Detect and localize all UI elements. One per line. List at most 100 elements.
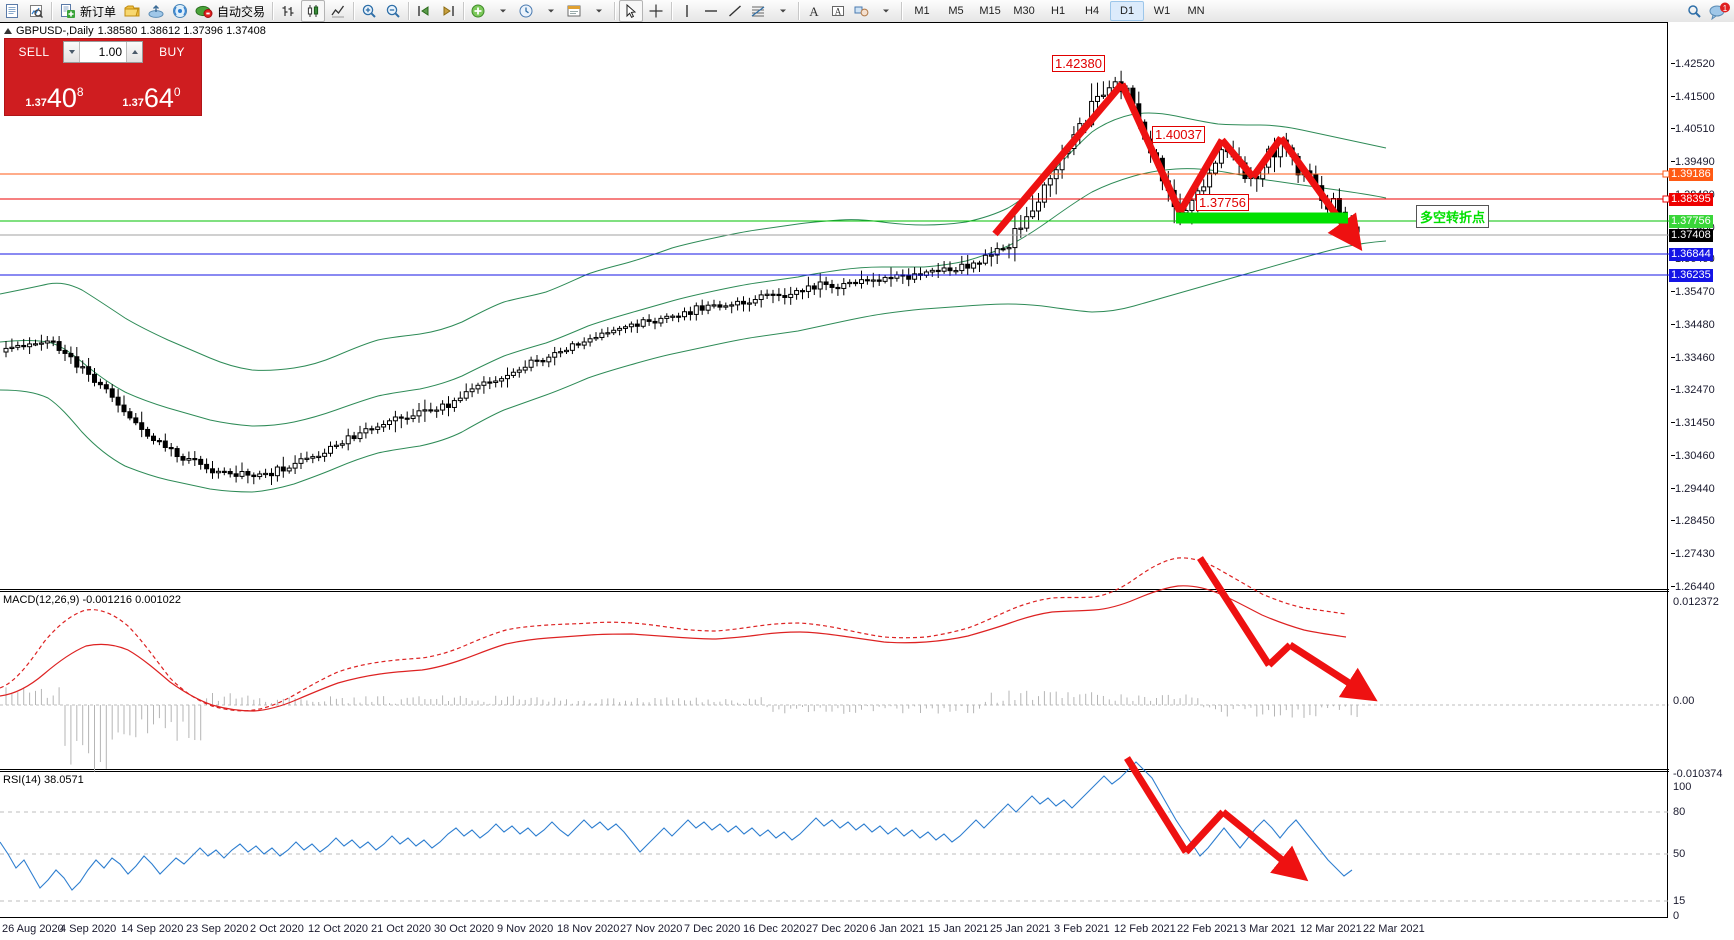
periods-icon[interactable]: [516, 1, 538, 21]
toolbar-separator: [614, 2, 616, 20]
time-tick: 12 Mar 2021: [1300, 923, 1362, 935]
search-icon[interactable]: [1683, 1, 1705, 21]
toolbar-separator: [463, 2, 465, 20]
chevron-down-icon[interactable]: [875, 1, 897, 21]
time-tick: 22 Feb 2021: [1177, 923, 1239, 935]
publish-icon[interactable]: [145, 1, 167, 21]
time-tick: 22 Mar 2021: [1363, 923, 1425, 935]
time-tick: 25 Jan 2021: [990, 923, 1051, 935]
sell-button[interactable]: SELL: [18, 45, 50, 59]
one-click-trading-panel[interactable]: SELL 1.00 BUY 1.37 40 8 1.37 64 0: [4, 38, 202, 116]
timeframe-m1[interactable]: M1: [914, 5, 930, 17]
price-level-blue-2[interactable]: 1.36235: [1669, 269, 1713, 282]
timeframe-d1[interactable]: D1: [1110, 1, 1145, 21]
annotation-turning-point[interactable]: 多空转折点: [1416, 205, 1490, 228]
sell-price[interactable]: 1.37 40 8: [7, 65, 102, 113]
time-axis[interactable]: 26 Aug 2020 4 Sep 2020 14 Sep 2020 23 Sep 2…: [0, 920, 1669, 940]
timeframe-m15[interactable]: M15: [979, 5, 1001, 17]
buy-button[interactable]: BUY: [159, 45, 185, 59]
timeframe-w1[interactable]: W1: [1153, 5, 1171, 17]
indicators-icon[interactable]: [468, 1, 490, 21]
annotation-peak-mid[interactable]: 1.40037: [1152, 126, 1205, 143]
new-order-label[interactable]: 新订单: [80, 4, 117, 19]
annotation-support[interactable]: 1.37756: [1196, 194, 1249, 211]
volume-stepper[interactable]: 1.00: [63, 41, 143, 63]
svg-text:A: A: [809, 4, 819, 19]
time-tick: 30 Oct 2020: [434, 923, 494, 935]
timeframe-h4[interactable]: H4: [1085, 5, 1100, 17]
time-tick: 27 Nov 2020: [620, 923, 683, 935]
price-level-green[interactable]: 1.37756: [1669, 215, 1713, 228]
bar-chart-icon[interactable]: [277, 1, 299, 21]
line-chart-icon[interactable]: [327, 1, 349, 21]
data-folder-icon[interactable]: [121, 1, 143, 21]
document-icon[interactable]: [1, 1, 23, 21]
sell-price-prefix: 1.37: [25, 97, 47, 109]
search-chart-icon[interactable]: [25, 1, 47, 21]
volume-increase-button[interactable]: [126, 42, 142, 62]
price-tick: 1.26440: [1671, 581, 1715, 593]
price-tick: 1.40510: [1671, 123, 1715, 135]
price-level-orange[interactable]: 1.39186: [1669, 168, 1713, 181]
price-tick: 1.39490: [1671, 156, 1715, 168]
signals-icon[interactable]: [169, 1, 191, 21]
sell-price-sup: 8: [76, 85, 84, 99]
collapse-triangle-icon[interactable]: [4, 28, 12, 34]
new-order-icon[interactable]: [56, 1, 78, 21]
chevron-down-icon[interactable]: [772, 1, 794, 21]
trendline-icon[interactable]: [724, 1, 746, 21]
shift-end-icon[interactable]: [437, 1, 459, 21]
buy-price-big: 64: [143, 83, 174, 113]
rsi-tick: 80: [1673, 806, 1686, 818]
time-tick: 6 Jan 2021: [870, 923, 925, 935]
shapes-icon[interactable]: [851, 1, 873, 21]
templates-icon[interactable]: [564, 1, 586, 21]
price-tick: 1.30460: [1671, 450, 1715, 462]
price-bid-black[interactable]: 1.37408: [1669, 229, 1713, 242]
price-tick: 1.35470: [1671, 286, 1715, 298]
timeframe-m5[interactable]: M5: [948, 5, 964, 17]
volume-value[interactable]: 1.00: [98, 45, 122, 59]
price-tick: 1.41500: [1671, 91, 1715, 103]
chart-window[interactable]: GBPUSD-,Daily 1.38580 1.38612 1.37396 1.…: [0, 22, 1734, 940]
price-tick: 1.27430: [1671, 548, 1715, 560]
timeframe-m30[interactable]: M30: [1013, 5, 1035, 17]
price-tick: 1.31450: [1671, 417, 1715, 429]
cursor-icon[interactable]: [619, 0, 644, 22]
timeframe-h1[interactable]: H1: [1051, 5, 1066, 17]
annotation-peak-high[interactable]: 1.42380: [1052, 55, 1105, 72]
text-label-icon[interactable]: A: [803, 1, 825, 21]
auto-trading-group[interactable]: 自动交易: [192, 1, 269, 21]
volume-decrease-button[interactable]: [64, 42, 80, 62]
buy-price[interactable]: 1.37 64 0: [104, 65, 199, 113]
new-order-group[interactable]: 新订单: [55, 1, 120, 21]
price-axis[interactable]: 1.425201.415001.405101.394901.384801.374…: [1669, 22, 1734, 922]
price-tick: 1.28450: [1671, 515, 1715, 527]
time-tick: 16 Dec 2020: [743, 923, 806, 935]
time-tick: 18 Nov 2020: [557, 923, 620, 935]
chevron-down-icon[interactable]: [492, 1, 514, 21]
fibonacci-icon[interactable]: [748, 1, 770, 21]
auto-trading-icon[interactable]: [193, 1, 215, 21]
zoom-out-icon[interactable]: [382, 1, 404, 21]
vertical-line-icon[interactable]: [676, 1, 698, 21]
time-tick: 23 Sep 2020: [186, 923, 249, 935]
toolbar-separator: [671, 2, 673, 20]
chevron-down-icon[interactable]: [540, 1, 562, 21]
price-level-blue-1[interactable]: 1.36844: [1669, 248, 1713, 261]
text-box-icon[interactable]: A: [827, 1, 849, 21]
price-level-red[interactable]: 1.38395: [1669, 193, 1713, 206]
horizontal-line-icon[interactable]: [700, 1, 722, 21]
timeframe-mn[interactable]: MN: [1187, 5, 1205, 17]
candlestick-chart-icon[interactable]: [301, 0, 326, 22]
scroll-end-icon[interactable]: [413, 1, 435, 21]
macd-tick: -0.010374: [1673, 768, 1723, 780]
auto-trading-label[interactable]: 自动交易: [217, 4, 266, 19]
crosshair-icon[interactable]: [645, 1, 667, 21]
main-toolbar: 新订单 自动交易: [0, 0, 1734, 23]
macd-indicator-title: MACD(12,26,9) -0.001216 0.001022: [3, 594, 181, 606]
alerts-icon[interactable]: 1: [1707, 1, 1733, 21]
pane-separator-macd: [0, 589, 1669, 590]
zoom-in-icon[interactable]: [358, 1, 380, 21]
chevron-down-icon[interactable]: [588, 1, 610, 21]
